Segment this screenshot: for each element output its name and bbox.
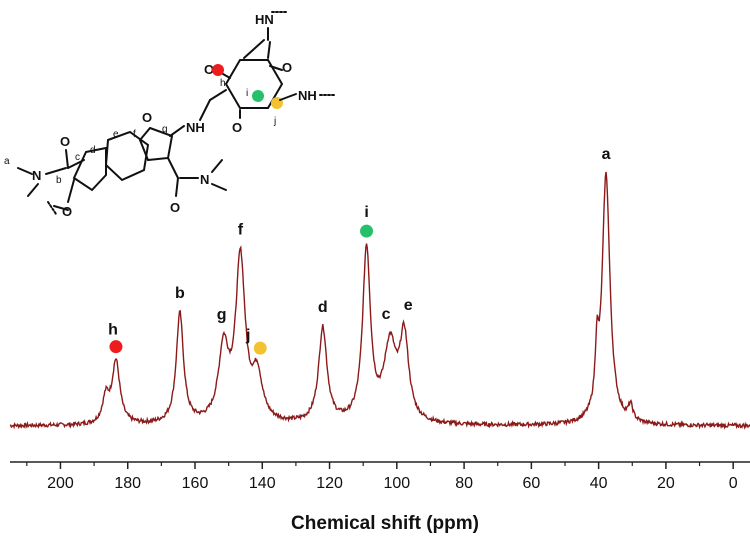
- structure-o-label: O: [62, 204, 72, 219]
- chemical-structure: HN O O O h i j NH NH O f g e: [4, 11, 335, 219]
- peak-marker-h: [109, 340, 123, 354]
- structure-n-label: N: [200, 172, 209, 187]
- structure-n-label: N: [32, 168, 41, 183]
- structure-o-label: O: [204, 62, 214, 77]
- peak-marker-i: [360, 224, 374, 238]
- peak-label-a: a: [602, 146, 611, 163]
- furan-ring-left: [72, 146, 107, 192]
- peak-label-j: j: [245, 327, 250, 344]
- peak-label-f: f: [238, 221, 244, 238]
- peak-label-c: c: [382, 306, 391, 323]
- x-tick-label: 80: [455, 475, 473, 492]
- peak-label-g: g: [217, 306, 227, 323]
- peak-label-h: h: [108, 322, 118, 339]
- furan-ring: [138, 126, 174, 162]
- x-tick-label: 200: [47, 475, 74, 492]
- structure-o-label: O: [282, 60, 292, 75]
- x-tick-label: 160: [182, 475, 209, 492]
- spectrum-layer: [9, 171, 750, 431]
- cyclohexane-ring: [224, 59, 284, 109]
- x-tick-label: 20: [657, 475, 675, 492]
- marker-i-dot: [252, 90, 264, 102]
- structure-letter-g: g: [162, 124, 168, 135]
- structure-letter-h: h: [220, 78, 226, 89]
- peak-marker-j: [253, 341, 267, 355]
- structure-letter-i: i: [246, 88, 248, 99]
- structure-hn-label: HN: [255, 12, 274, 27]
- structure-nh-bridge-label: NH: [186, 120, 205, 135]
- structure-o-label: O: [60, 134, 70, 149]
- x-tick-label: 40: [590, 475, 608, 492]
- structure-letter-j: j: [273, 116, 276, 127]
- x-tick-label: 60: [522, 475, 540, 492]
- x-tick-label: 100: [383, 475, 410, 492]
- structure-nh-right-label: NH: [298, 88, 317, 103]
- x-axis: Chemical shift (ppm) 200 180 160 140 120 100 8…: [10, 461, 750, 534]
- peak-label-d: d: [318, 299, 328, 316]
- structure-o-label: O: [232, 120, 242, 135]
- structure-letter-b: b: [56, 175, 62, 186]
- structure-o-label: O: [170, 200, 180, 215]
- structure-letter-d: d: [90, 145, 96, 156]
- peak-label-i: i: [364, 204, 368, 221]
- peak-label-e: e: [404, 297, 413, 314]
- structure-letter-e: e: [113, 129, 119, 140]
- x-tick-label: 140: [249, 475, 276, 492]
- marker-h-dot: [212, 64, 224, 76]
- structure-letter-c: c: [75, 152, 80, 163]
- structure-letter-a: a: [4, 156, 10, 167]
- x-tick-label: 180: [114, 475, 141, 492]
- x-axis-title: Chemical shift (ppm): [291, 513, 479, 534]
- x-tick-label: 0: [729, 475, 738, 492]
- structure-o-label: O: [142, 110, 152, 125]
- spectrum-line: [9, 171, 750, 431]
- x-tick-label: 120: [316, 475, 343, 492]
- peak-label-b: b: [175, 285, 185, 302]
- peak-labels: h b g f j d i ce a: [108, 146, 611, 355]
